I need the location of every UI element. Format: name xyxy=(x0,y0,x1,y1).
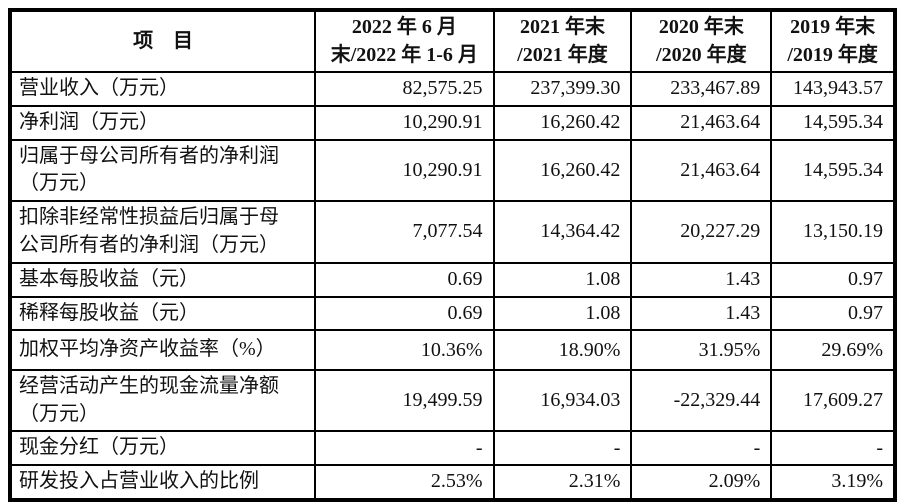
table-row-net-profit: 净利润（万元） 10,290.91 16,260.42 21,463.64 14… xyxy=(8,104,896,141)
row-label: 现金分红（万元） xyxy=(8,430,317,466)
cell-value: 21,463.64 xyxy=(630,138,773,202)
cell-value: - xyxy=(630,430,773,466)
cell-value: 10,290.91 xyxy=(314,104,495,141)
cell-value: 19,499.59 xyxy=(314,369,495,433)
table-row-net-profit-attributable-to-parent: 归属于母公司所有者的净利润 （万元） 10,290.91 16,260.42 2… xyxy=(8,138,896,202)
cell-value: 233,467.89 xyxy=(630,71,773,107)
financial-summary-table: 项 目 2022 年 6 月 末/2022 年 1-6 月 2021 年末 /2… xyxy=(8,8,897,502)
cell-value: 16,260.42 xyxy=(492,104,633,141)
cell-value: 31.95% xyxy=(630,329,773,372)
cell-value: 14,364.42 xyxy=(492,199,633,264)
table-row-net-profit-excluding-nonrecurring: 扣除非经常性损益后归属于母 公司所有者的净利润（万元） 7,077.54 14,… xyxy=(8,199,896,264)
table-row-operating-cash-flow: 经营活动产生的现金流量净额 （万元） 19,499.59 16,934.03 -… xyxy=(8,369,896,433)
cell-value: 82,575.25 xyxy=(314,71,495,107)
cell-value: - xyxy=(770,430,896,466)
cell-value: 2.53% xyxy=(314,463,495,501)
row-label: 扣除非经常性损益后归属于母 公司所有者的净利润（万元） xyxy=(8,199,317,264)
header-period-2022: 2022 年 6 月 末/2022 年 1-6 月 xyxy=(314,8,495,74)
header-period-2020: 2020 年末 /2020 年度 xyxy=(630,8,773,74)
table-header-row: 项 目 2022 年 6 月 末/2022 年 1-6 月 2021 年末 /2… xyxy=(8,8,896,74)
table-row-operating-revenue: 营业收入（万元） 82,575.25 237,399.30 233,467.89… xyxy=(8,71,896,107)
cell-value: 18.90% xyxy=(492,329,633,372)
table-row-weighted-avg-roe: 加权平均净资产收益率（%） 10.36% 18.90% 31.95% 29.69… xyxy=(8,329,896,372)
cell-value: 0.97 xyxy=(770,261,896,298)
cell-value: 21,463.64 xyxy=(630,104,773,141)
header-period-2019: 2019 年末 /2019 年度 xyxy=(770,8,896,74)
cell-value: 237,399.30 xyxy=(492,71,633,107)
table-row-diluted-eps: 稀释每股收益（元） 0.69 1.08 1.43 0.97 xyxy=(8,295,896,332)
cell-value: - xyxy=(314,430,495,466)
cell-value: 0.97 xyxy=(770,295,896,332)
cell-value: 17,609.27 xyxy=(770,369,896,433)
row-label: 净利润（万元） xyxy=(8,104,317,141)
table-row-basic-eps: 基本每股收益（元） 0.69 1.08 1.43 0.97 xyxy=(8,261,896,298)
table-row-cash-dividend: 现金分红（万元） - - - - xyxy=(8,430,896,466)
cell-value: 143,943.57 xyxy=(770,71,896,107)
cell-value: 14,595.34 xyxy=(770,138,896,202)
row-label: 营业收入（万元） xyxy=(8,71,317,107)
cell-value: 29.69% xyxy=(770,329,896,372)
table-row-rd-expense-ratio: 研发投入占营业收入的比例 2.53% 2.31% 2.09% 3.19% xyxy=(8,463,896,501)
cell-value: 1.08 xyxy=(492,261,633,298)
cell-value: -22,329.44 xyxy=(630,369,773,433)
cell-value: 1.43 xyxy=(630,295,773,332)
cell-value: 1.43 xyxy=(630,261,773,298)
header-period-2021: 2021 年末 /2021 年度 xyxy=(492,8,633,74)
cell-value: 2.09% xyxy=(630,463,773,501)
cell-value: 3.19% xyxy=(770,463,896,501)
header-item-column: 项 目 xyxy=(8,8,317,74)
row-label: 基本每股收益（元） xyxy=(8,261,317,298)
cell-value: 0.69 xyxy=(314,261,495,298)
cell-value: 1.08 xyxy=(492,295,633,332)
cell-value: 10.36% xyxy=(314,329,495,372)
cell-value: 16,934.03 xyxy=(492,369,633,433)
cell-value: - xyxy=(492,430,633,466)
row-label: 稀释每股收益（元） xyxy=(8,295,317,332)
cell-value: 10,290.91 xyxy=(314,138,495,202)
cell-value: 13,150.19 xyxy=(770,199,896,264)
cell-value: 2.31% xyxy=(492,463,633,501)
cell-value: 16,260.42 xyxy=(492,138,633,202)
row-label: 加权平均净资产收益率（%） xyxy=(8,329,317,372)
row-label: 经营活动产生的现金流量净额 （万元） xyxy=(8,369,317,433)
cell-value: 14,595.34 xyxy=(770,104,896,141)
cell-value: 20,227.29 xyxy=(630,199,773,264)
cell-value: 7,077.54 xyxy=(314,199,495,264)
row-label: 归属于母公司所有者的净利润 （万元） xyxy=(8,138,317,202)
row-label: 研发投入占营业收入的比例 xyxy=(8,463,317,501)
cell-value: 0.69 xyxy=(314,295,495,332)
